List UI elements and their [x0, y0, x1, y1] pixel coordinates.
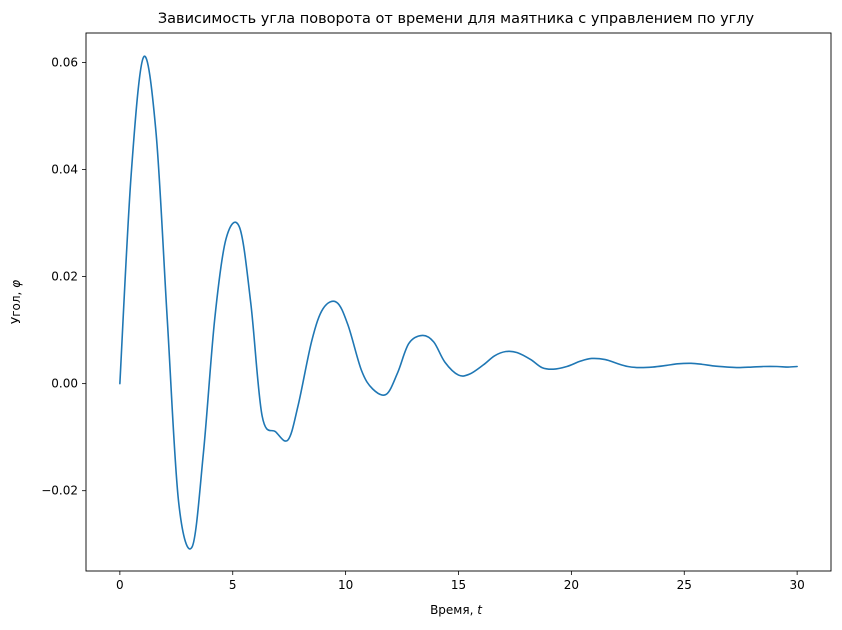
y-tick-label: 0.06	[51, 55, 78, 69]
x-tick-label: 30	[789, 578, 804, 592]
x-tick-label: 0	[116, 578, 124, 592]
x-axis: 0 5 10 15 20 25 30	[116, 571, 805, 592]
y-axis-label-text: Угол,	[9, 288, 23, 324]
x-tick-label: 25	[677, 578, 692, 592]
y-axis-label: Угол, φ	[9, 280, 23, 324]
x-axis-label-text: Время,	[430, 603, 477, 617]
y-axis: −0.02 0.00 0.02 0.04 0.06	[41, 55, 86, 498]
y-tick-label: 0.00	[51, 377, 78, 391]
plot-area	[86, 33, 831, 571]
series-line	[119, 55, 798, 550]
series-layer	[119, 55, 798, 550]
y-axis-label-var: φ	[9, 280, 23, 288]
chart-title: Зависимость угла поворота от времени для…	[158, 11, 755, 27]
x-tick-label: 15	[451, 578, 466, 592]
y-tick-label: −0.02	[41, 484, 78, 498]
x-tick-label: 20	[564, 578, 579, 592]
y-tick-label: 0.02	[51, 270, 78, 284]
plot-frame	[85, 32, 832, 572]
x-axis-label: Время, t	[430, 603, 483, 617]
x-tick-label: 10	[338, 578, 353, 592]
x-axis-label-var: t	[477, 603, 483, 617]
y-tick-label: 0.04	[51, 163, 78, 177]
x-tick-label: 5	[229, 578, 237, 592]
